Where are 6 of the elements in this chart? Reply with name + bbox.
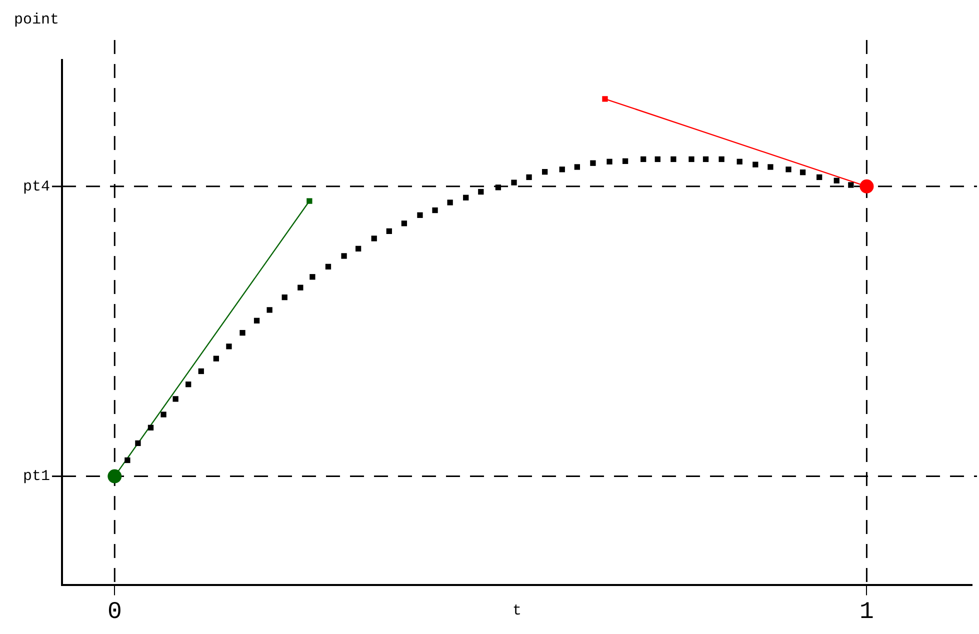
x-axis-title: t [512,602,522,620]
y-axis-title: point [14,11,60,28]
x-tick-label: 1 [860,598,874,626]
x-tick-label: 0 [107,598,122,626]
ref-line-label: pt4 [22,178,50,196]
ref-line-label: pt1 [22,468,50,486]
